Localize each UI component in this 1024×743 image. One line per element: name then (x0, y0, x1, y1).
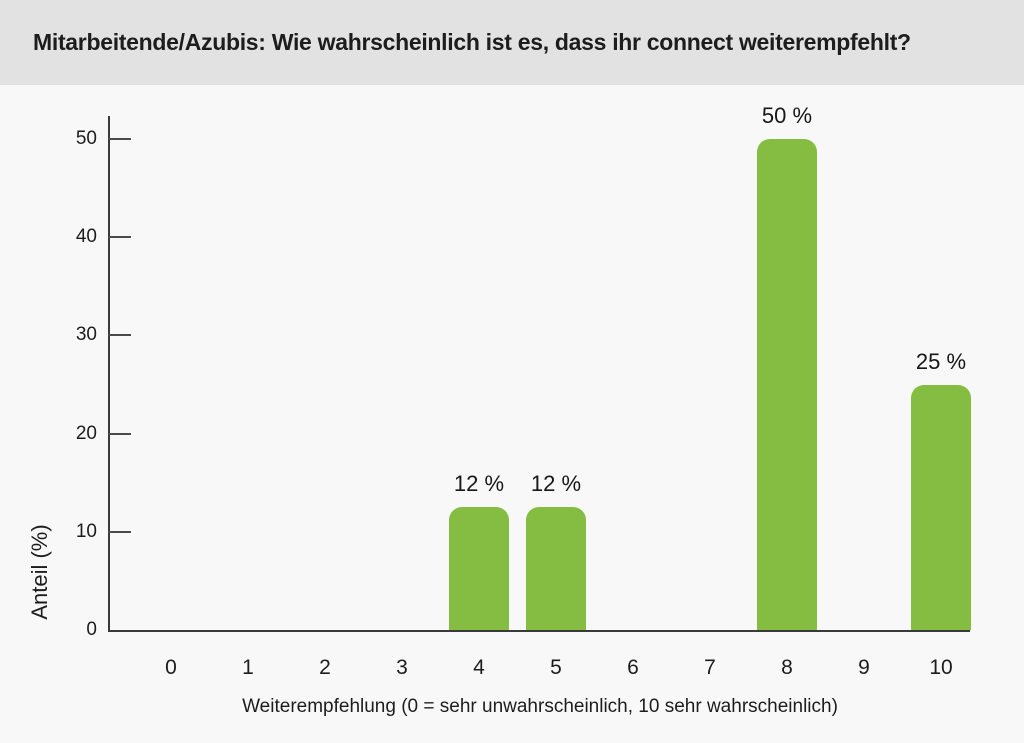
x-tick-label: 4 (473, 656, 485, 679)
y-tick-label: 20 (75, 422, 97, 444)
y-tick-label: 30 (75, 324, 97, 346)
bar-value-label: 50 % (761, 103, 813, 128)
bar (526, 507, 586, 630)
bar-value-label: 12 % (453, 471, 505, 497)
y-tick-label: 0 (86, 619, 97, 640)
bar (757, 139, 817, 630)
x-tick-label: 6 (627, 656, 639, 679)
bar-value-label: 25 % (915, 348, 967, 374)
y-tick-label: 50 (75, 128, 97, 149)
bar-value-label: 12 % (530, 471, 582, 497)
y-tick-label: 10 (75, 520, 97, 542)
x-axis-line (108, 630, 970, 632)
x-tick-label: 3 (396, 656, 408, 679)
x-tick-label: 10 (929, 656, 953, 679)
x-tick-label: 0 (165, 656, 177, 679)
title-band: Mitarbeitende/Azubis: Wie wahrscheinlich… (0, 0, 1024, 85)
chart-title: Mitarbeitende/Azubis: Wie wahrscheinlich… (33, 29, 911, 55)
y-tick-label: 40 (75, 226, 97, 248)
y-tick-mark (108, 530, 131, 533)
y-tick-mark (108, 236, 131, 239)
bar (449, 507, 509, 630)
x-tick-label: 8 (781, 656, 793, 679)
x-axis-title: Weiterempfehlung (0 = sehr unwahrscheinl… (242, 696, 838, 717)
x-tick-label: 1 (242, 656, 254, 679)
x-tick-label: 7 (704, 656, 716, 679)
y-tick-mark (108, 334, 131, 337)
x-tick-label: 9 (858, 656, 870, 679)
x-tick-label: 5 (550, 656, 562, 679)
y-tick-mark (108, 138, 131, 140)
plot-area: Anteil (%) Weiterempfehlung (0 = sehr un… (0, 85, 1024, 743)
x-tick-label: 2 (319, 656, 331, 679)
y-tick-mark (108, 432, 131, 435)
y-axis-line (108, 116, 110, 632)
bar (911, 384, 971, 630)
